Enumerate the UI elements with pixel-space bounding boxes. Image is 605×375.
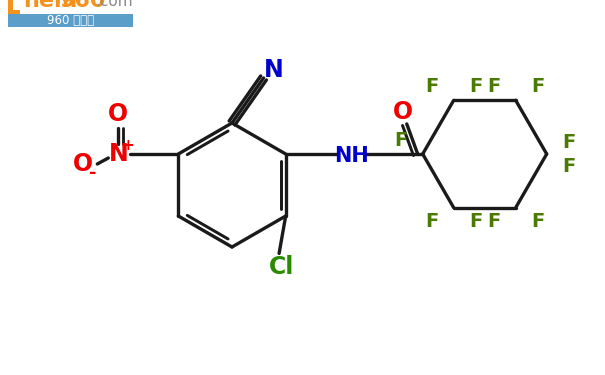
Text: NH: NH — [335, 146, 369, 166]
Text: F: F — [531, 212, 545, 231]
Text: F: F — [531, 77, 545, 96]
Text: F: F — [469, 212, 482, 231]
Text: -: - — [88, 164, 96, 182]
Text: N: N — [108, 142, 128, 166]
Text: F: F — [425, 77, 438, 96]
Text: O: O — [393, 100, 413, 124]
Text: N: N — [264, 58, 283, 82]
Text: hem: hem — [23, 0, 77, 11]
Text: F: F — [562, 156, 575, 176]
Text: +: + — [121, 138, 134, 153]
Text: O: O — [108, 102, 128, 126]
Polygon shape — [8, 0, 20, 14]
Text: O: O — [73, 152, 93, 176]
Text: F: F — [425, 212, 438, 231]
Text: 960: 960 — [60, 0, 106, 11]
Bar — [8, 14, 133, 27]
Text: F: F — [487, 212, 500, 231]
Text: F: F — [394, 130, 407, 150]
Text: F: F — [469, 77, 482, 96]
Text: .com: .com — [95, 0, 132, 9]
Text: Cl: Cl — [269, 255, 294, 279]
Text: F: F — [562, 132, 575, 152]
Text: F: F — [487, 77, 500, 96]
Text: 960 化工网: 960 化工网 — [47, 14, 94, 27]
